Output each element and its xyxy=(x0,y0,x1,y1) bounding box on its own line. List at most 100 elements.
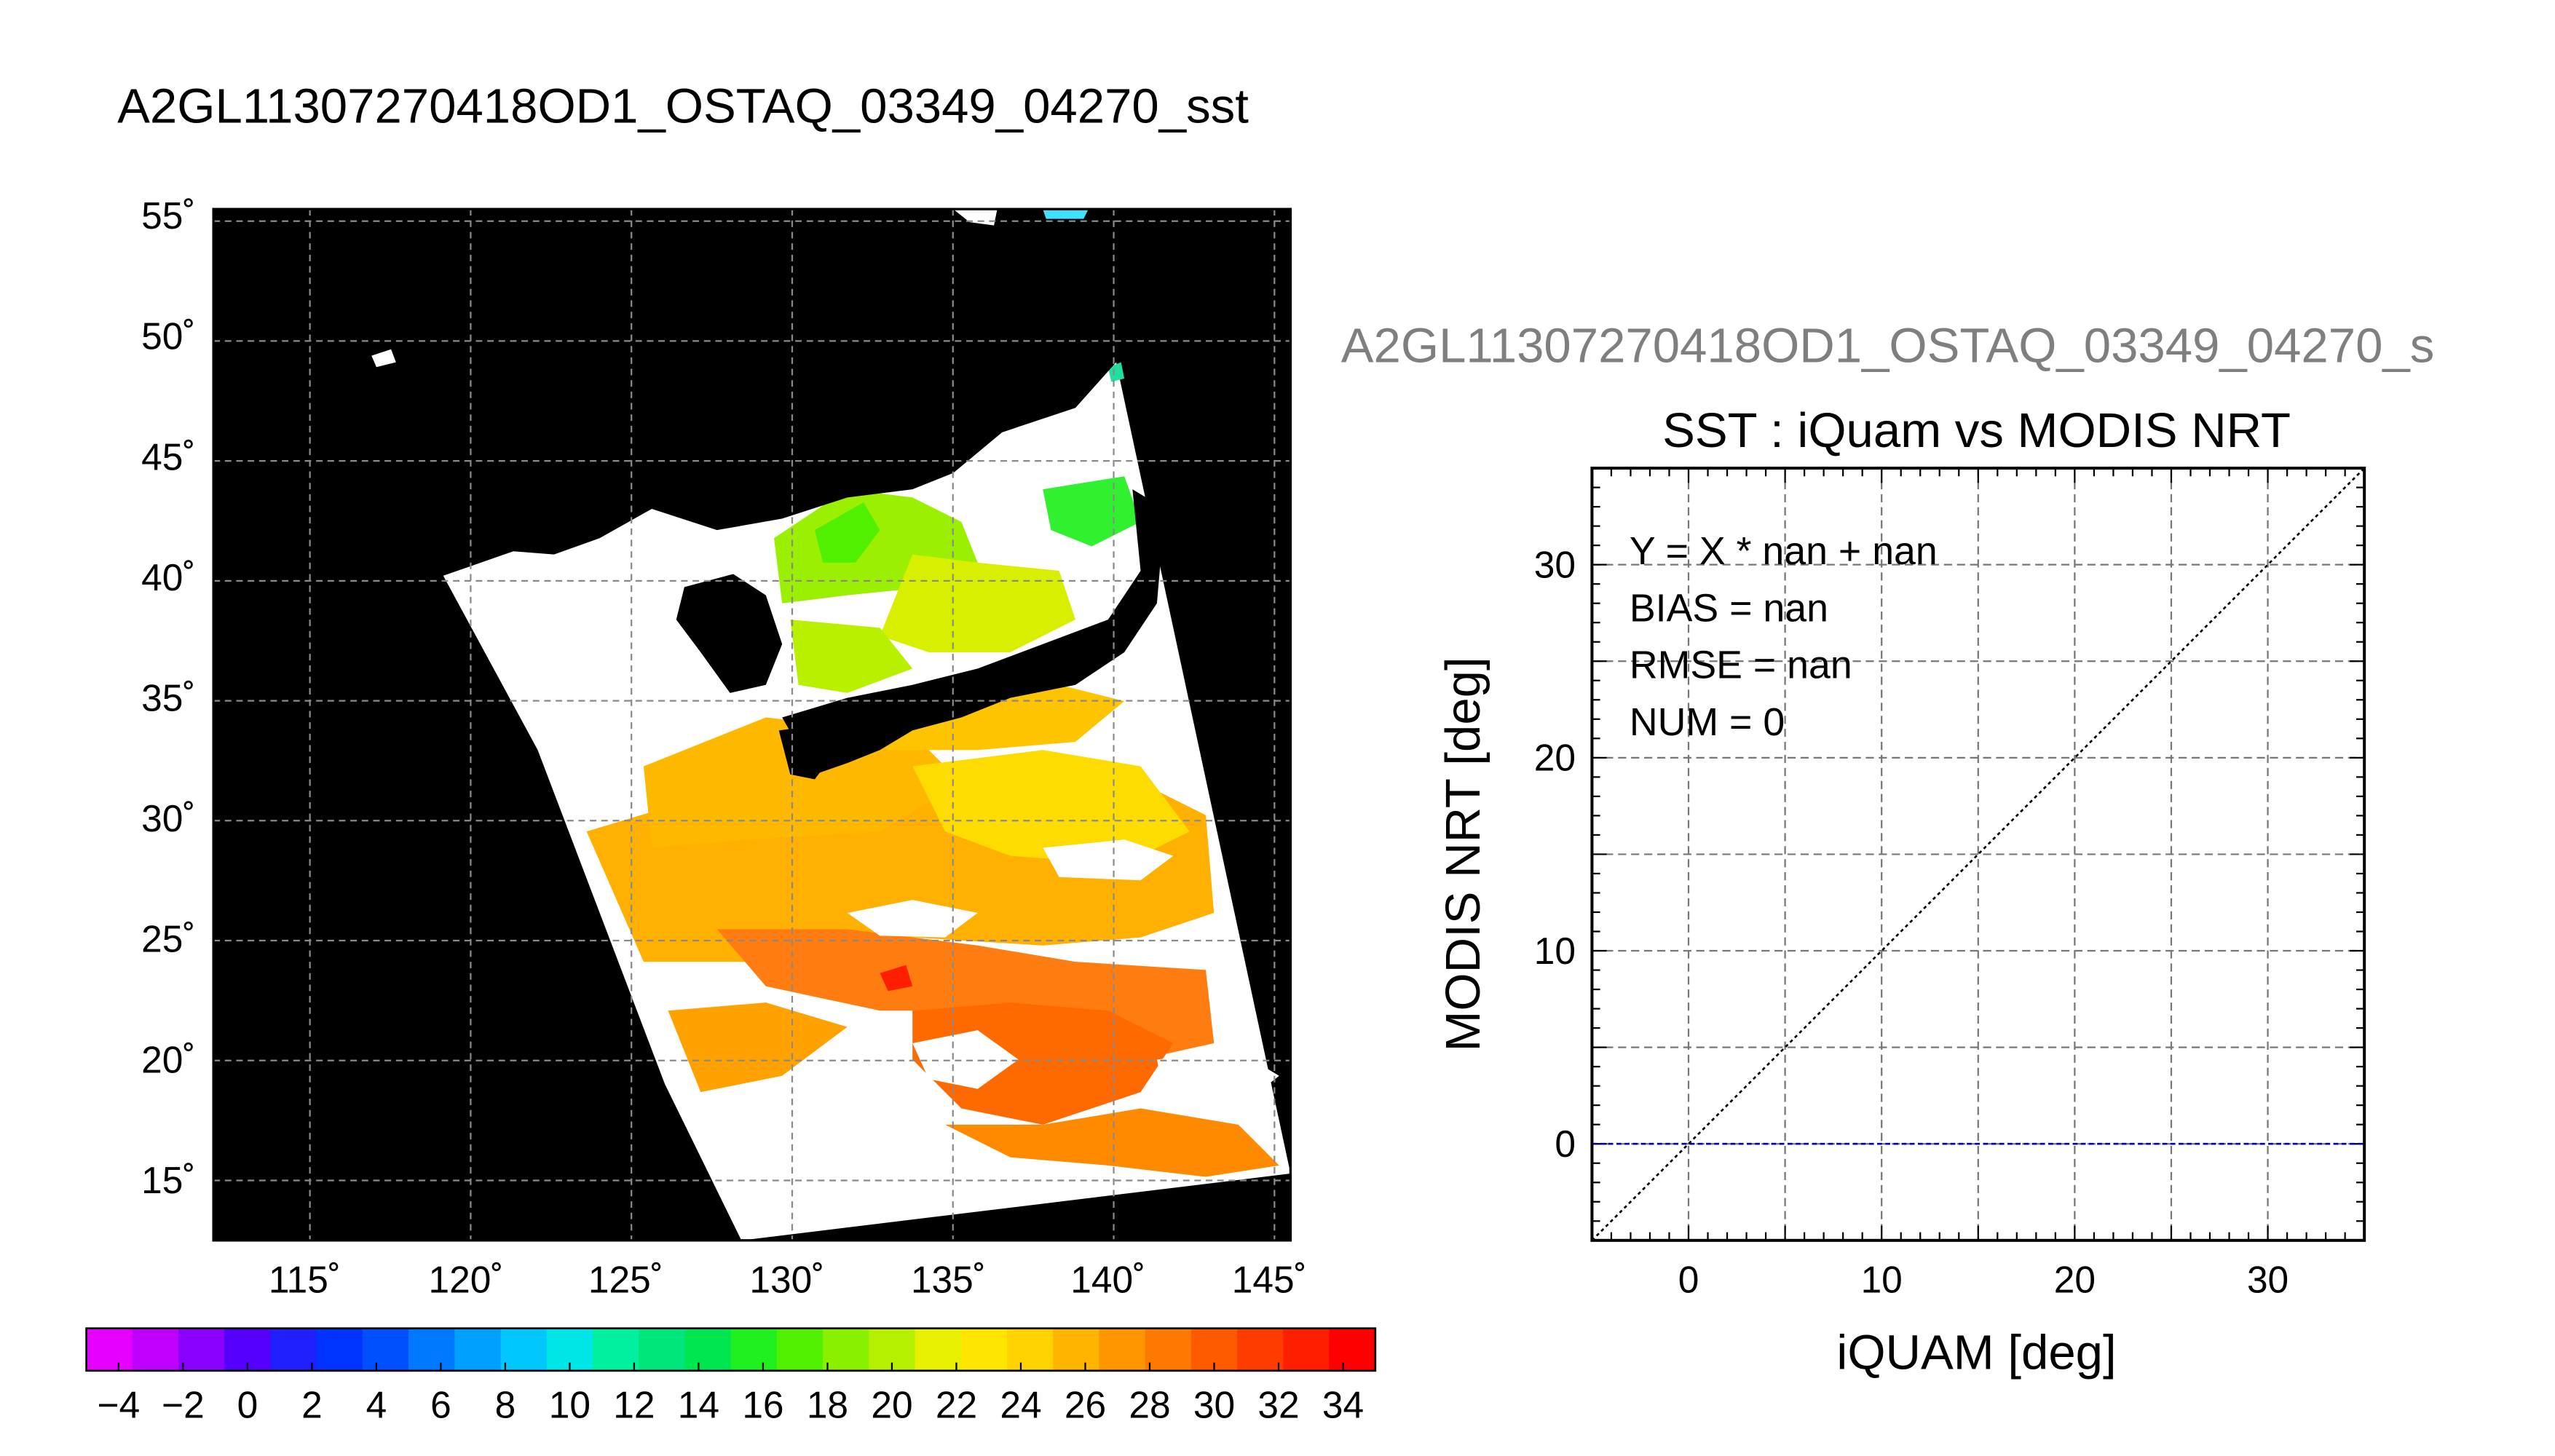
colorbar-swatch xyxy=(823,1328,870,1371)
sst-region xyxy=(1107,362,1125,382)
cloud-patch xyxy=(1043,839,1174,881)
lat-tick-label: 55˚ xyxy=(141,194,195,237)
x-axis-label: iQUAM [deg] xyxy=(1836,1326,2116,1380)
stats-rmse: RMSE = nan xyxy=(1630,644,1852,687)
lat-tick-label: 45˚ xyxy=(141,435,195,478)
colorbar-swatch xyxy=(960,1328,1008,1371)
map-lon-axis: 115˚ 120˚ 125˚ 130˚ 135˚ 140˚ 145˚ xyxy=(269,1258,1307,1300)
colorbar-swatch xyxy=(730,1328,778,1371)
colorbar-swatch xyxy=(316,1328,364,1371)
land-mainland xyxy=(213,209,1116,576)
colorbar-tick-label: 28 xyxy=(1129,1384,1170,1426)
y-axis-label: MODIS NRT [deg] xyxy=(1436,657,1490,1051)
sst-region xyxy=(880,554,1076,652)
colorbar-swatch xyxy=(1053,1328,1100,1371)
lon-tick-label: 130˚ xyxy=(749,1258,824,1300)
colorbar-swatch xyxy=(362,1328,410,1371)
x-tick-label: 20 xyxy=(2054,1258,2096,1300)
lon-tick-label: 135˚ xyxy=(911,1258,986,1300)
colorbar-swatch xyxy=(1145,1328,1193,1371)
colorbar-tick-label: 22 xyxy=(936,1384,977,1426)
colorbar-swatch xyxy=(132,1328,180,1371)
scatter-frame xyxy=(1590,467,2366,1242)
colorbar-swatch xyxy=(684,1328,732,1371)
x-tick-label: 0 xyxy=(1678,1258,1699,1300)
x-tick-label: 10 xyxy=(1861,1258,1903,1300)
colorbar-swatch xyxy=(776,1328,824,1371)
colorbar-tick-label: 30 xyxy=(1193,1384,1235,1426)
colorbar-swatch xyxy=(86,1328,134,1371)
colorbar-swatch xyxy=(639,1328,686,1371)
colorbar-swatch xyxy=(178,1328,226,1371)
sst-region xyxy=(814,502,880,563)
sst-region xyxy=(912,750,1190,864)
sst-region xyxy=(855,684,1125,751)
colorbar-tick-label: 4 xyxy=(366,1384,387,1426)
sst-map xyxy=(212,207,1292,1242)
map-frame xyxy=(212,207,1292,1242)
colorbar-swatches xyxy=(86,1328,1377,1371)
map-gridlines xyxy=(213,209,1291,1241)
cloud-patch xyxy=(953,209,998,226)
sst-region xyxy=(1043,476,1141,547)
lon-tick-label: 115˚ xyxy=(269,1258,341,1300)
stats-num: NUM = 0 xyxy=(1630,700,1785,744)
stats-regression: Y = X * nan + nan xyxy=(1630,529,1938,573)
colorbar-swatch xyxy=(1329,1328,1377,1371)
sst-region xyxy=(880,965,913,992)
map-title: A2GL11307270418OD1_OSTAQ_03349_04270_sst xyxy=(117,79,1249,134)
stats-box: Y = X * nan + nan BIAS = nan RMSE = nan … xyxy=(1630,529,1938,744)
x-tick-labels: 0 10 20 30 xyxy=(1678,1258,2289,1300)
lat-tick-label: 20˚ xyxy=(141,1038,195,1080)
colorbar-tick-label: 32 xyxy=(1257,1384,1299,1426)
land-peninsula xyxy=(676,574,783,693)
colorbar-tick-label: 20 xyxy=(871,1384,912,1426)
colorbar-swatch xyxy=(1283,1328,1330,1371)
lat-tick-label: 25˚ xyxy=(141,918,195,960)
y-tick-label: 10 xyxy=(1534,930,1576,972)
lon-tick-label: 145˚ xyxy=(1232,1258,1307,1300)
y-tick-label: 0 xyxy=(1555,1123,1576,1165)
map-swath xyxy=(213,209,1291,1241)
colorbar-tick-label: 6 xyxy=(430,1384,451,1426)
lat-tick-label: 30˚ xyxy=(141,797,195,839)
colorbar-tick-label: 12 xyxy=(613,1384,655,1426)
sst-region xyxy=(944,1108,1279,1177)
x-tick-label: 30 xyxy=(2247,1258,2289,1300)
colorbar-tick-label: 34 xyxy=(1322,1384,1364,1426)
sst-region xyxy=(790,620,913,693)
cloud-patch xyxy=(912,1030,1019,1089)
colorbar-swatch xyxy=(1007,1328,1054,1371)
colorbar-swatch xyxy=(270,1328,318,1371)
colorbar-swatch xyxy=(1099,1328,1147,1371)
colorbar-tick-label: 14 xyxy=(678,1384,719,1426)
scatter-file-title: A2GL11307270418OD1_OSTAQ_03349_04270_s xyxy=(1341,319,2435,373)
colorbar-swatch xyxy=(500,1328,548,1371)
colorbar-tick-label: 0 xyxy=(237,1384,258,1426)
lat-tick-label: 15˚ xyxy=(141,1159,195,1201)
colorbar-tick-label: 24 xyxy=(1000,1384,1041,1426)
cloud-patch xyxy=(847,900,978,938)
sst-region xyxy=(643,717,962,848)
chart-title: SST : iQuam vs MODIS NRT xyxy=(1662,403,2291,458)
colorbar-tick-labels: −4 −2 0 2 4 6 8 10 12 14 16 18 20 22 24 26 28 30 32 34 xyxy=(98,1362,1364,1426)
lon-tick-label: 120˚ xyxy=(429,1258,504,1300)
sst-region xyxy=(1043,209,1089,219)
colorbar-tick-label: 26 xyxy=(1065,1384,1106,1426)
scatter-gridlines xyxy=(1592,468,2365,1241)
sst-region xyxy=(668,1002,848,1093)
y-tick-label: 30 xyxy=(1534,544,1576,586)
colorbar-swatch xyxy=(915,1328,963,1371)
lat-tick-label: 35˚ xyxy=(141,677,195,719)
colorbar-tick-label: −2 xyxy=(162,1384,205,1426)
cloud-patch xyxy=(1156,1051,1279,1109)
colorbar-tick-label: 16 xyxy=(742,1384,783,1426)
colorbar-tick-label: −4 xyxy=(98,1384,141,1426)
y-tick-label: 20 xyxy=(1534,737,1576,779)
scatter-plot: 0 10 20 30 0 10 20 30 xyxy=(1534,467,2366,1300)
map-lat-axis: 55˚ 50˚ 45˚ 40˚ 35˚ 30˚ 25˚ 20˚ 15˚ xyxy=(141,194,195,1201)
lat-tick-label: 40˚ xyxy=(141,556,195,598)
land-islands xyxy=(782,489,1166,775)
lat-tick-label: 50˚ xyxy=(141,315,195,357)
